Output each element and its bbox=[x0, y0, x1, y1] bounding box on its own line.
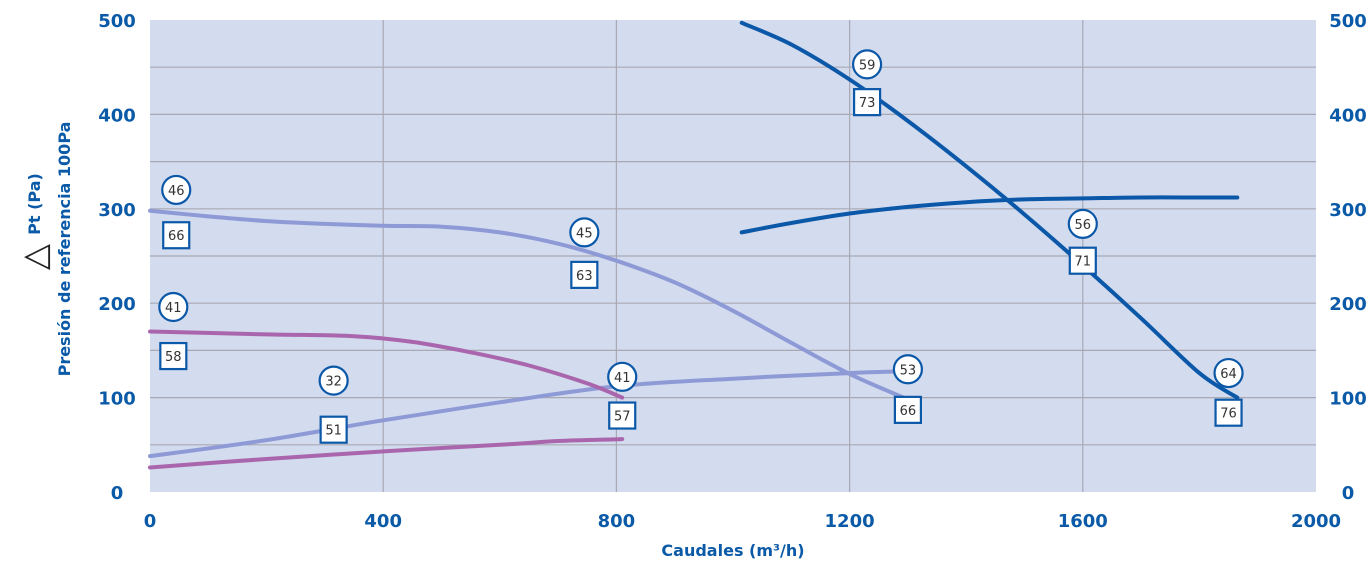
annotation-square: 76 bbox=[1214, 398, 1243, 427]
delta-symbol: △ bbox=[15, 243, 55, 270]
x-tick-label: 1200 bbox=[825, 511, 875, 532]
y-axis-title: △ Pt (Pa) Presión de referencia 100Pa bbox=[15, 122, 74, 377]
series-lines bbox=[148, 20, 1240, 470]
annotation-circle: 45 bbox=[569, 217, 600, 248]
annotation-markers: 46 66 45 63 41 58 32 51 41 57 53 66 59 73 56 71 64 76 bbox=[158, 49, 1244, 444]
annotation-square-shape bbox=[570, 260, 599, 289]
annotation-square-shape bbox=[852, 88, 882, 117]
annotation-label: 53 bbox=[900, 363, 917, 378]
series-line-1 bbox=[148, 208, 910, 402]
annotation-label: 56 bbox=[1075, 218, 1092, 233]
annotation-square: 51 bbox=[319, 415, 348, 444]
annotation-square: 57 bbox=[608, 401, 637, 430]
annotation-circle-shape bbox=[607, 361, 638, 392]
y-tick-label-left: 400 bbox=[98, 105, 136, 126]
annotation-circle: 46 bbox=[161, 174, 192, 206]
x-tick-label: 0 bbox=[144, 511, 157, 532]
y-axis-unit-label: Pt (Pa) bbox=[25, 173, 44, 235]
annotation-label: 41 bbox=[165, 301, 182, 316]
annotation-circle-shape bbox=[1213, 357, 1244, 389]
x-axis-title: Caudales (m³/h) bbox=[661, 541, 804, 560]
y-tick-label-right: 500 bbox=[1329, 11, 1367, 32]
y-tick-label-right: 200 bbox=[1329, 294, 1367, 315]
y-tick-label-left: 300 bbox=[98, 200, 136, 221]
x-tick-label: 2000 bbox=[1291, 511, 1341, 532]
annotation-circle-shape bbox=[1067, 208, 1098, 240]
annotation-square-shape bbox=[608, 401, 637, 430]
series-line-5 bbox=[739, 20, 1240, 400]
annotation-square-shape bbox=[319, 415, 348, 444]
y-tick-label-right: 300 bbox=[1329, 200, 1367, 221]
annotation-label: 45 bbox=[576, 226, 593, 241]
annotation-label: 51 bbox=[325, 424, 342, 439]
y-axis-reference-label: Presión de referencia 100Pa bbox=[55, 122, 74, 377]
series-line-4 bbox=[148, 437, 625, 470]
annotation-label: 41 bbox=[614, 371, 631, 386]
annotation-square: 58 bbox=[159, 341, 188, 371]
annotation-circle: 64 bbox=[1213, 357, 1244, 389]
y-tick-label-left: 200 bbox=[98, 294, 136, 315]
annotation-square: 66 bbox=[162, 221, 191, 250]
y-tick-label-right: 400 bbox=[1329, 105, 1367, 126]
x-tick-labels: 0 400 800 1200 1600 2000 bbox=[144, 511, 1341, 532]
annotation-circle: 32 bbox=[318, 365, 349, 396]
annotation-label: 57 bbox=[614, 410, 631, 425]
annotation-label: 59 bbox=[859, 58, 876, 73]
annotation-label: 63 bbox=[576, 269, 593, 284]
y-tick-label-right: 0 bbox=[1342, 483, 1355, 504]
annotation-circle: 41 bbox=[158, 291, 189, 323]
annotation-square: 66 bbox=[893, 395, 923, 424]
annotation-circle: 56 bbox=[1067, 208, 1098, 240]
annotation-square: 73 bbox=[852, 88, 882, 117]
annotation-square-shape bbox=[159, 341, 188, 371]
annotation-label: 64 bbox=[1220, 367, 1237, 382]
x-tick-label: 400 bbox=[364, 511, 402, 532]
annotation-circle-shape bbox=[569, 217, 600, 248]
annotation-square-shape bbox=[162, 221, 191, 250]
x-tick-label: 800 bbox=[598, 511, 636, 532]
y-tick-label-left: 0 bbox=[111, 483, 124, 504]
series-line-6 bbox=[739, 195, 1240, 235]
series-line-2 bbox=[148, 369, 910, 459]
annotation-circle-shape bbox=[318, 365, 349, 396]
grid-lines bbox=[150, 20, 1316, 492]
annotation-circle: 41 bbox=[607, 361, 638, 392]
annotation-circle-shape bbox=[892, 354, 924, 385]
annotation-circle-shape bbox=[158, 291, 189, 323]
x-tick-label: 1600 bbox=[1058, 511, 1108, 532]
y-tick-label-left: 100 bbox=[98, 389, 136, 410]
annotation-label: 46 bbox=[168, 184, 185, 199]
annotation-label: 66 bbox=[168, 229, 185, 244]
y-tick-label-right: 100 bbox=[1329, 389, 1367, 410]
annotation-label: 66 bbox=[900, 404, 917, 419]
y-tick-label-left: 500 bbox=[98, 11, 136, 32]
annotation-label: 73 bbox=[859, 96, 876, 111]
annotation-square: 63 bbox=[570, 260, 599, 289]
annotation-circle: 53 bbox=[892, 354, 924, 385]
annotation-label: 76 bbox=[1220, 407, 1237, 422]
annotation-square: 71 bbox=[1068, 246, 1097, 275]
annotation-label: 58 bbox=[165, 350, 182, 365]
y-tick-labels: 0 0 100 100 200 200 300 300 400 400 500 500 bbox=[98, 11, 1367, 504]
annotation-circle: 59 bbox=[851, 49, 883, 80]
annotation-label: 71 bbox=[1075, 255, 1092, 270]
annotation-circle-shape bbox=[161, 174, 192, 206]
annotation-label: 32 bbox=[325, 375, 342, 390]
annotation-circle-shape bbox=[851, 49, 883, 80]
annotation-square-shape bbox=[1214, 398, 1243, 427]
annotation-square-shape bbox=[1068, 246, 1097, 275]
annotation-square-shape bbox=[893, 395, 923, 424]
series-line-3 bbox=[148, 329, 625, 400]
